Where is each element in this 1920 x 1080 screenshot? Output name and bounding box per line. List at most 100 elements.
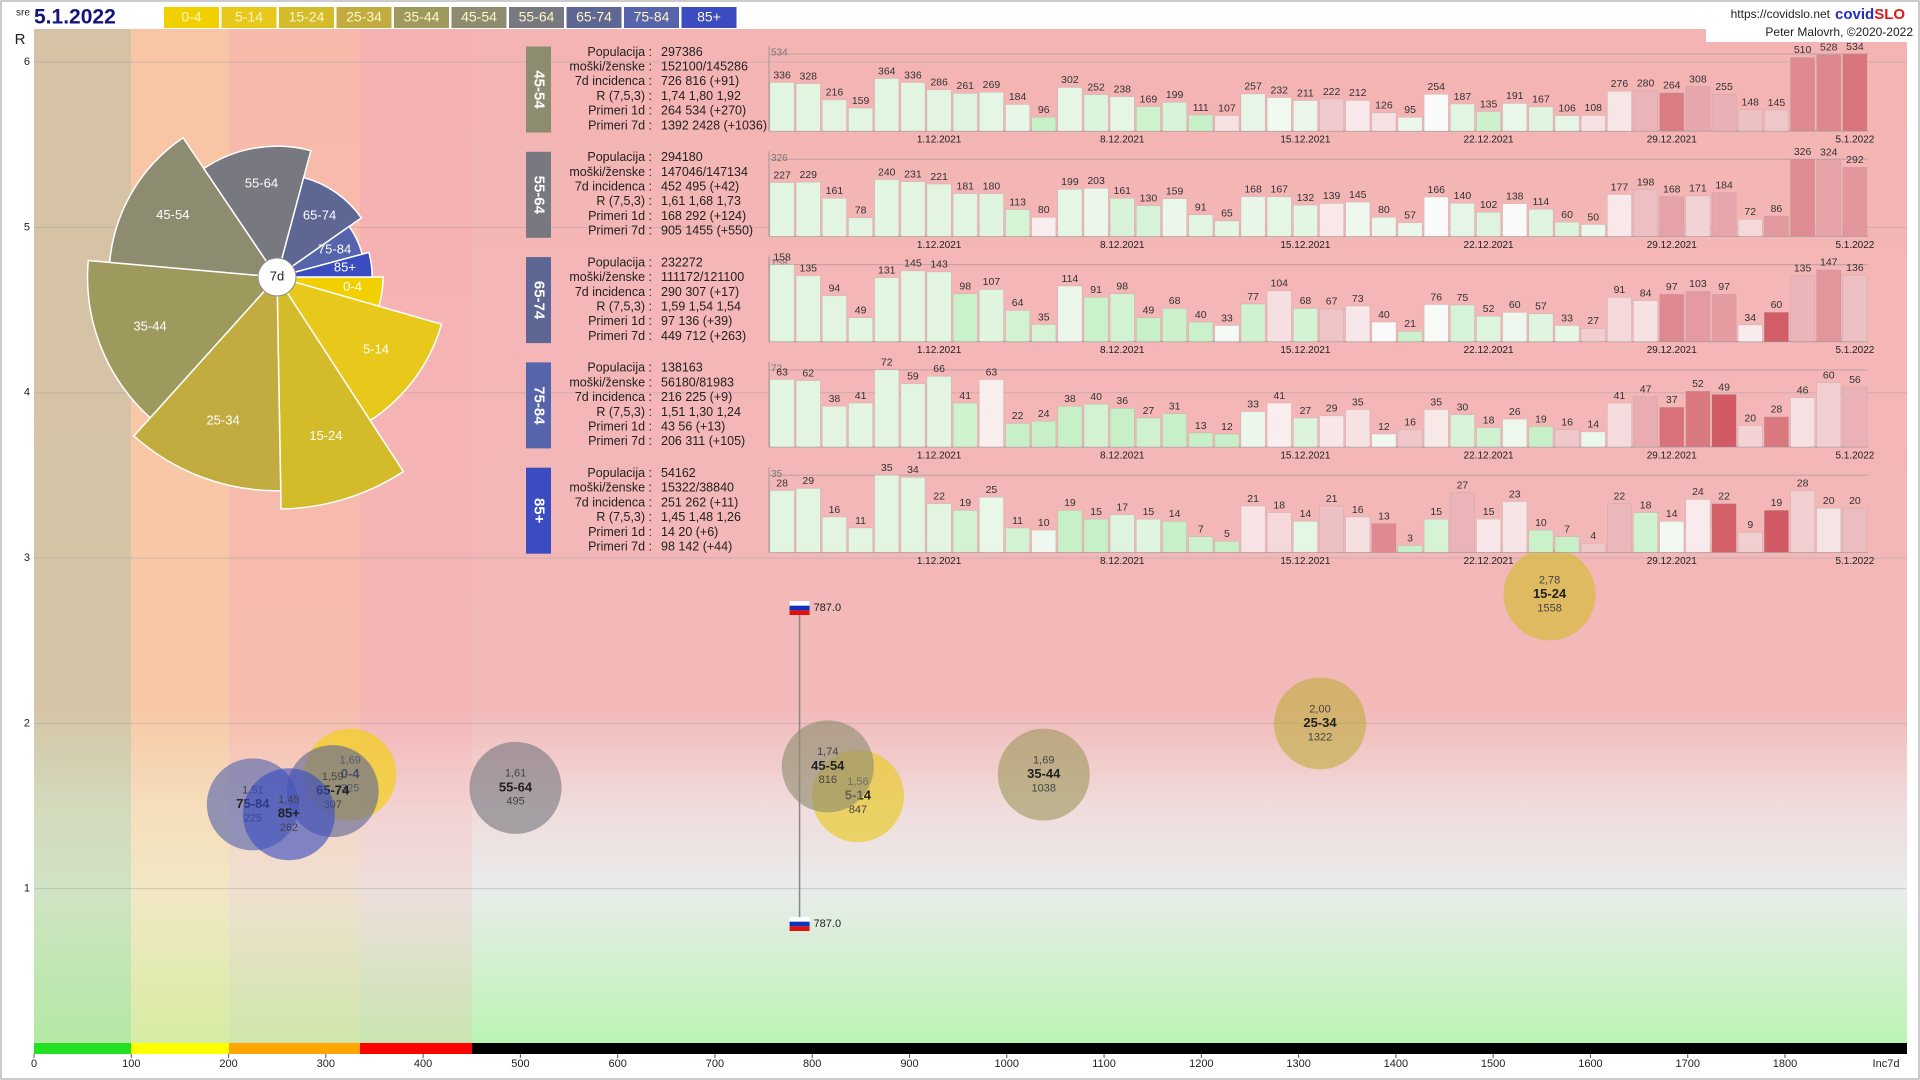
flag-blue xyxy=(789,921,810,927)
bar xyxy=(1554,221,1580,237)
bar xyxy=(1450,103,1475,132)
date-label: 15.12.2021 xyxy=(1280,451,1330,462)
bar xyxy=(1188,321,1214,342)
bar xyxy=(1423,409,1449,448)
bar xyxy=(1031,217,1057,237)
zone-bar xyxy=(131,1043,229,1054)
x-tick-label: 1700 xyxy=(1675,1058,1699,1070)
bar-label: 10 xyxy=(1038,517,1050,529)
bar xyxy=(1293,308,1318,342)
bar xyxy=(1790,159,1815,237)
x-tick-label: 500 xyxy=(511,1058,529,1070)
bar-label: 13 xyxy=(1195,420,1207,432)
bar xyxy=(952,293,978,342)
info-value: 297386 xyxy=(661,45,703,59)
bar xyxy=(952,402,978,448)
bar xyxy=(769,379,795,448)
bar-label: 27 xyxy=(1300,405,1312,417)
date: 5.1.2022 xyxy=(34,6,116,29)
date-label: 1.12.2021 xyxy=(917,240,962,251)
bar xyxy=(1450,202,1475,237)
info-value: 726 816 (+91) xyxy=(661,74,739,88)
bar-label: 19 xyxy=(1064,497,1076,509)
legend-label: 25-34 xyxy=(346,9,382,25)
legend-label: 5-14 xyxy=(235,9,263,25)
bubble-r-label: 1,61 xyxy=(505,768,526,780)
bar-label: 14 xyxy=(1587,419,1599,431)
bar-label: 72 xyxy=(881,357,893,369)
bar-label: 40 xyxy=(1195,309,1207,321)
bar-label: 66 xyxy=(933,363,945,375)
info-value: 1,59 1,54 1,54 xyxy=(661,299,741,313)
bar-label: 28 xyxy=(1771,404,1783,416)
bar-label: 34 xyxy=(907,464,919,476)
bar-label: 9 xyxy=(1747,519,1753,531)
brand-b: SLO xyxy=(1874,6,1905,23)
bar-label: 76 xyxy=(1430,291,1442,303)
bar-label: 91 xyxy=(1195,202,1207,214)
bar xyxy=(1816,507,1842,553)
info-value: 232272 xyxy=(661,255,703,269)
bar-label: 10 xyxy=(1535,517,1547,529)
x-tick-label: 400 xyxy=(414,1058,432,1070)
date-label: 15.12.2021 xyxy=(1280,135,1330,146)
bar-label: 20 xyxy=(1823,495,1835,507)
date-label: 1.12.2021 xyxy=(917,135,962,146)
bar-label: 232 xyxy=(1270,84,1288,96)
x-tick-label: 0 xyxy=(31,1058,37,1070)
bar xyxy=(1345,409,1371,448)
flag-blue xyxy=(789,605,810,611)
bar xyxy=(1764,510,1789,553)
info-label: Primeri 7d : xyxy=(588,434,652,448)
info-value: 290 307 (+17) xyxy=(661,285,739,299)
bar-label: 47 xyxy=(1640,383,1652,395)
bar-label: 31 xyxy=(1169,401,1181,413)
bar-label: 14 xyxy=(1300,508,1312,520)
bar-label: 168 xyxy=(1244,183,1262,195)
info-value: 54162 xyxy=(661,466,696,480)
bar xyxy=(1528,209,1554,237)
bubble xyxy=(781,720,874,813)
bar xyxy=(1580,115,1606,132)
bar xyxy=(1162,521,1187,553)
bar-label: 180 xyxy=(983,181,1001,193)
bar-label: 96 xyxy=(1038,104,1050,116)
bar-label: 276 xyxy=(1611,78,1629,90)
bar xyxy=(1293,417,1318,448)
legend-chip xyxy=(394,7,449,28)
bar-label: 60 xyxy=(1771,299,1783,311)
bar-label: 50 xyxy=(1587,211,1599,223)
bubble-name: 85+ xyxy=(278,806,300,821)
bar xyxy=(848,107,873,132)
zone-bar xyxy=(34,1043,131,1054)
bubble-name: 25-34 xyxy=(1303,715,1337,730)
bar-label: 18 xyxy=(1273,499,1285,511)
bar-label: 135 xyxy=(1794,263,1812,275)
bar xyxy=(1633,396,1658,448)
x-tick-label: 1200 xyxy=(1189,1058,1213,1070)
bubble-r-label: 1,69 xyxy=(1033,755,1054,767)
legend-chip xyxy=(624,7,679,28)
info-label: Primeri 7d : xyxy=(588,118,652,132)
bar xyxy=(979,379,1004,448)
info-value: 216 225 (+9) xyxy=(661,390,732,404)
bar xyxy=(1109,514,1135,553)
bar xyxy=(1450,492,1475,553)
legend-chip xyxy=(164,7,219,28)
legend-label: 35-44 xyxy=(404,9,440,25)
info-value: 15322/38840 xyxy=(661,481,734,495)
bar xyxy=(979,289,1004,342)
bar-label: 17 xyxy=(1116,502,1128,514)
bar xyxy=(1371,217,1397,237)
bar-label: 25 xyxy=(986,484,998,496)
bar xyxy=(1214,540,1240,553)
bar-label: 38 xyxy=(1064,393,1076,405)
slovenia-label: 787.0 xyxy=(814,602,842,614)
bar-label: 62 xyxy=(802,367,814,379)
bar-label: 56 xyxy=(1849,374,1861,386)
x-tick-label: 700 xyxy=(706,1058,724,1070)
bar-label: 161 xyxy=(826,185,844,197)
flag-red xyxy=(789,926,810,931)
